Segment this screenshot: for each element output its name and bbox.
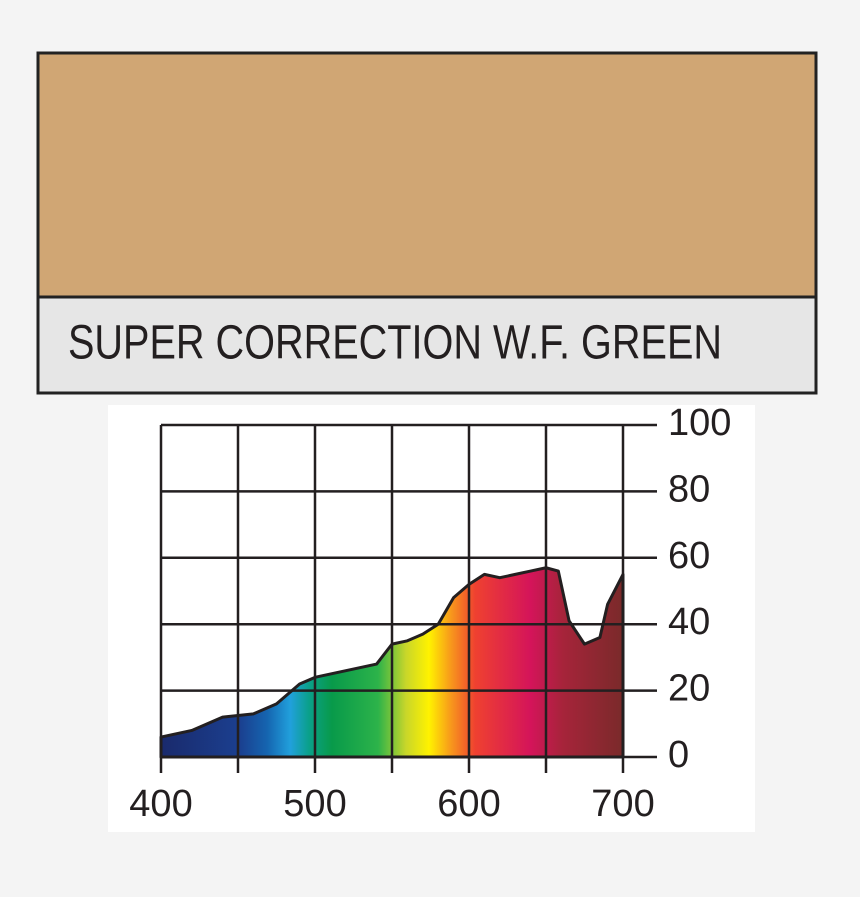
x-tick-label: 500 [283,783,346,825]
x-tick-label: 400 [129,783,192,825]
y-tick-label: 20 [668,668,710,710]
plot: 0 20 40 60 80 100 400 500 600 700 [129,402,731,825]
color-swatch [36,51,818,299]
x-tick-label: 700 [591,783,654,825]
filter-name: SUPER CORRECTION W.F. GREEN [68,317,722,370]
y-tick-label: 60 [668,535,710,577]
y-tick-label: 100 [668,402,731,444]
label-box [36,295,818,395]
y-tick-label: 0 [668,734,689,776]
chart-panel [108,405,755,832]
y-tick-label: 80 [668,468,710,510]
y-tick-label: 40 [668,601,710,643]
x-tick-label: 600 [437,783,500,825]
